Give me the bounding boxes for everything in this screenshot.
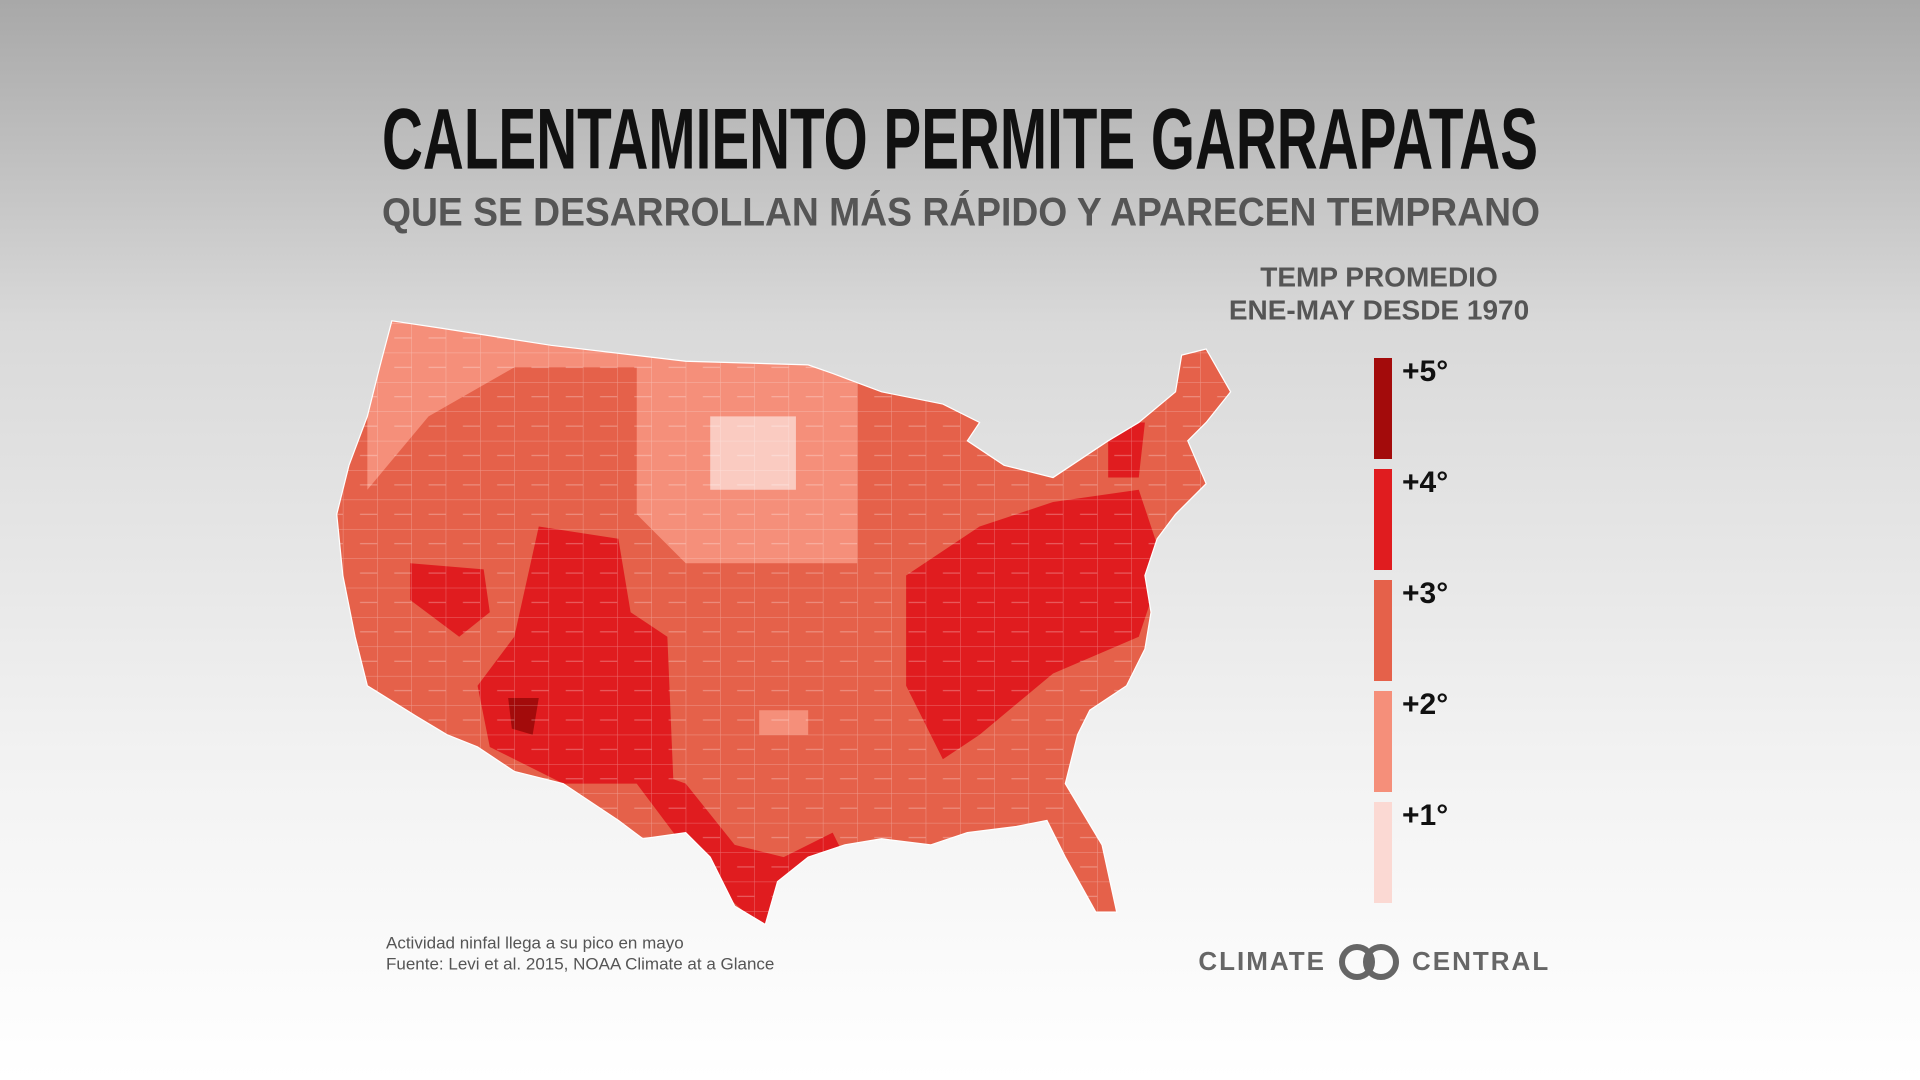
subtitle: QUE SE DESARROLLAN MÁS RÁPIDO Y APARECEN…	[382, 190, 1540, 235]
legend-label: +3°	[1402, 577, 1448, 610]
legend-title: TEMP PROMEDIO	[1260, 261, 1498, 292]
legend-swatch	[1374, 802, 1392, 903]
legend-label: +5°	[1402, 355, 1448, 388]
note: Fuente: Levi et al. 2015, NOAA Climate a…	[386, 954, 774, 973]
brand-logo	[1339, 944, 1399, 980]
brand-text: CENTRAL	[1412, 946, 1550, 976]
legend-swatch	[1374, 580, 1392, 681]
legend-label: +1°	[1402, 799, 1448, 832]
legend-swatch	[1374, 691, 1392, 792]
title: CALENTAMIENTO PERMITE GARRAPATAS	[382, 92, 1538, 188]
note: Actividad ninfal llega a su pico en mayo	[386, 933, 684, 952]
legend-swatch	[1374, 469, 1392, 570]
legend-label: +4°	[1402, 466, 1448, 499]
legend-label: +2°	[1402, 688, 1448, 721]
legend-swatch	[1374, 358, 1392, 459]
county-lines	[336, 320, 1231, 925]
brand-text: CLIMATE	[1198, 946, 1326, 976]
us-map	[336, 320, 1232, 926]
legend-title: ENE-MAY DESDE 1970	[1229, 294, 1529, 325]
